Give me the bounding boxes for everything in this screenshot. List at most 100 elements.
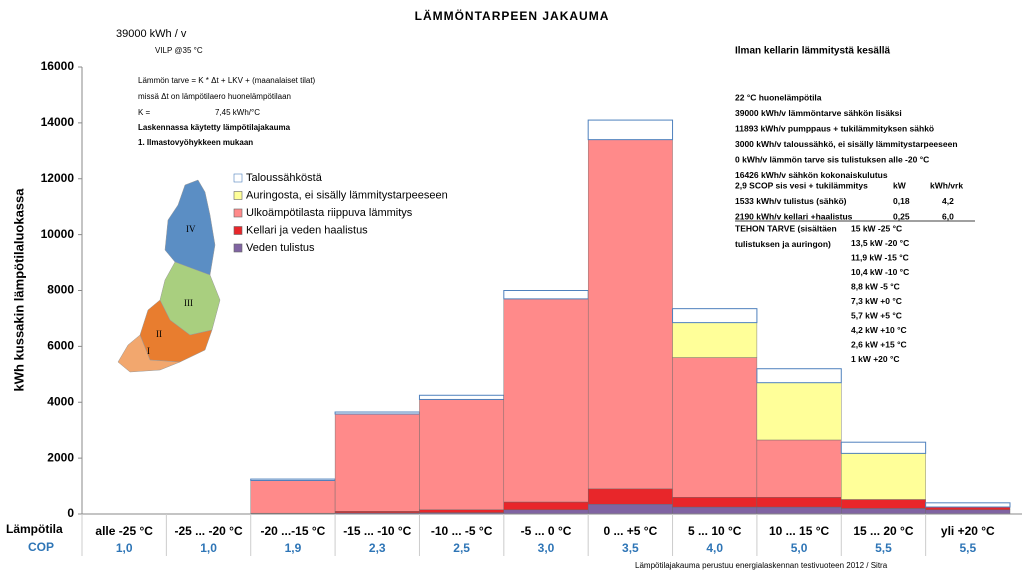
note: 4,2 xyxy=(942,196,954,206)
y-tick-label: 0 xyxy=(67,506,74,520)
note: 11893 kWh/v pumppaus + tukilämmityksen s… xyxy=(735,123,934,133)
bar-segment xyxy=(334,411,420,415)
bar-segment xyxy=(672,357,758,498)
bar-segment xyxy=(503,298,589,503)
cop-label: 3,0 xyxy=(538,541,555,555)
cop-label: 4,0 xyxy=(706,541,723,555)
x-tick-label: 5 ... 10 °C xyxy=(688,524,742,538)
note: 6,0 xyxy=(942,211,954,221)
cop-label: 2,3 xyxy=(369,541,386,555)
note: Ilman kellarin lämmitystä kesällä xyxy=(735,46,891,57)
bar-segment xyxy=(503,509,589,515)
note: kWh/vrk xyxy=(930,180,963,190)
y-tick-label: 8000 xyxy=(47,283,74,297)
note: 15 kW -25 °C xyxy=(851,223,902,233)
map: IV III II I xyxy=(117,179,221,373)
note: 0 kWh/v lämmön tarve sis tulistuksen all… xyxy=(735,154,929,164)
subtitle: 39000 kWh / v xyxy=(116,28,187,40)
bar-segment xyxy=(841,453,926,500)
note: 8,8 kW -5 °C xyxy=(851,281,900,291)
note: tulistuksen ja auringon) xyxy=(735,239,831,249)
x-tick-label: -5 ... 0 °C xyxy=(521,524,572,538)
note: 13,5 kW -20 °C xyxy=(851,238,909,248)
note: 5,7 kW +5 °C xyxy=(851,310,902,320)
note: 1. Ilmastovyöhykkeen mukaan xyxy=(138,138,253,147)
bar-segment xyxy=(587,139,673,490)
note: 1533 kWh/v tulistus (sähkö) xyxy=(735,196,847,206)
bar-segment xyxy=(587,119,674,141)
x-tick-label: 15 ... 20 °C xyxy=(853,524,913,538)
x-tick-label: 0 ... +5 °C xyxy=(603,524,657,538)
note: 2190 kWh/v kellari +haalistus xyxy=(735,211,853,221)
note: 39000 kWh/v lämmöntarve sähkön lisäksi xyxy=(735,108,902,118)
note: 1 kW +20 °C xyxy=(851,354,900,364)
bar-segment xyxy=(334,413,420,512)
legend-swatch xyxy=(233,208,243,218)
bar-segment xyxy=(250,480,336,514)
bar-segment xyxy=(841,508,926,515)
bar-segment xyxy=(418,394,505,400)
x-tick-label: -10 ... -5 °C xyxy=(431,524,493,538)
note: VILP @35 °C xyxy=(155,46,203,55)
legend-label: Veden tulistus xyxy=(246,242,315,254)
legend-swatch xyxy=(233,243,243,253)
x-tick-label: -25 ... -20 °C xyxy=(174,524,242,538)
cop-label: 1,9 xyxy=(285,541,302,555)
bar-segment xyxy=(925,509,1011,515)
note: K = xyxy=(138,108,151,117)
legend-label: Taloussähköstä xyxy=(246,172,323,184)
legend-label: Ulkoämpötilasta riippuva lämmitys xyxy=(246,207,413,219)
bar-segment xyxy=(334,511,420,514)
bar-segment xyxy=(419,399,505,511)
legend-swatch xyxy=(233,226,243,235)
note: 10,4 kW -10 °C xyxy=(851,267,909,277)
note: 11,9 kW -15 °C xyxy=(851,252,909,262)
y-tick-label: 2000 xyxy=(47,450,74,464)
map-region xyxy=(139,299,213,363)
note: kW xyxy=(893,180,907,190)
cop-label: 5,5 xyxy=(959,541,976,555)
note: 16426 kWh/v sähkön kokonaiskulutus xyxy=(735,170,888,180)
bar-segment xyxy=(756,368,842,384)
y-tick-label: 14000 xyxy=(41,115,75,129)
map-label: II xyxy=(156,329,162,339)
legend-swatch xyxy=(233,191,243,200)
y-tick-label: 4000 xyxy=(47,394,74,408)
x-tick-label: 10 ... 15 °C xyxy=(769,524,829,538)
x-tick-label: -20 ...-15 °C xyxy=(260,524,325,538)
bar-segment xyxy=(672,322,758,358)
note: missä Δt on lämpötilaero huonelämpötilaa… xyxy=(138,92,291,101)
bar-segment xyxy=(419,509,505,513)
chart-title: LÄMMÖNTARPEEN JAKAUMA xyxy=(415,8,610,23)
bar-segment xyxy=(756,497,842,508)
note: 0,18 xyxy=(893,196,910,206)
note: 22 °C huonelämpötila xyxy=(735,92,822,102)
cop-label: 5,0 xyxy=(791,541,808,555)
row-label: COP xyxy=(28,540,54,554)
map-label: III xyxy=(184,298,193,308)
x-tick-label: yli +20 °C xyxy=(941,524,995,538)
y-tick-label: 12000 xyxy=(41,171,75,185)
bar-segment xyxy=(756,439,842,498)
x-tick-label: alle -25 °C xyxy=(95,524,153,538)
note: 3000 kWh/v taloussähkö, ei sisälly lämmi… xyxy=(735,139,958,149)
note: 2,6 kW +15 °C xyxy=(851,339,907,349)
cop-label: 2,5 xyxy=(453,541,470,555)
bar-segment xyxy=(672,308,758,324)
cop-label: 5,5 xyxy=(875,541,892,555)
map-label: IV xyxy=(186,224,196,234)
x-tick-label: -15 ... -10 °C xyxy=(343,524,411,538)
map-label: I xyxy=(147,346,150,356)
y-tick-label: 16000 xyxy=(41,59,75,73)
bar-segment xyxy=(756,506,842,515)
legend-swatch xyxy=(233,173,243,183)
y-tick-label: 6000 xyxy=(47,339,74,353)
note: 7,3 kW +0 °C xyxy=(851,296,902,306)
note: 2,9 SCOP sis vesi + tukilämmitys xyxy=(735,180,868,190)
bar-segment xyxy=(250,478,336,481)
cop-label: 3,5 xyxy=(622,541,639,555)
note: Laskennassa käytetty lämpötilajakauma xyxy=(138,123,291,132)
bar-segment xyxy=(756,382,842,441)
bar-segment xyxy=(587,504,673,515)
